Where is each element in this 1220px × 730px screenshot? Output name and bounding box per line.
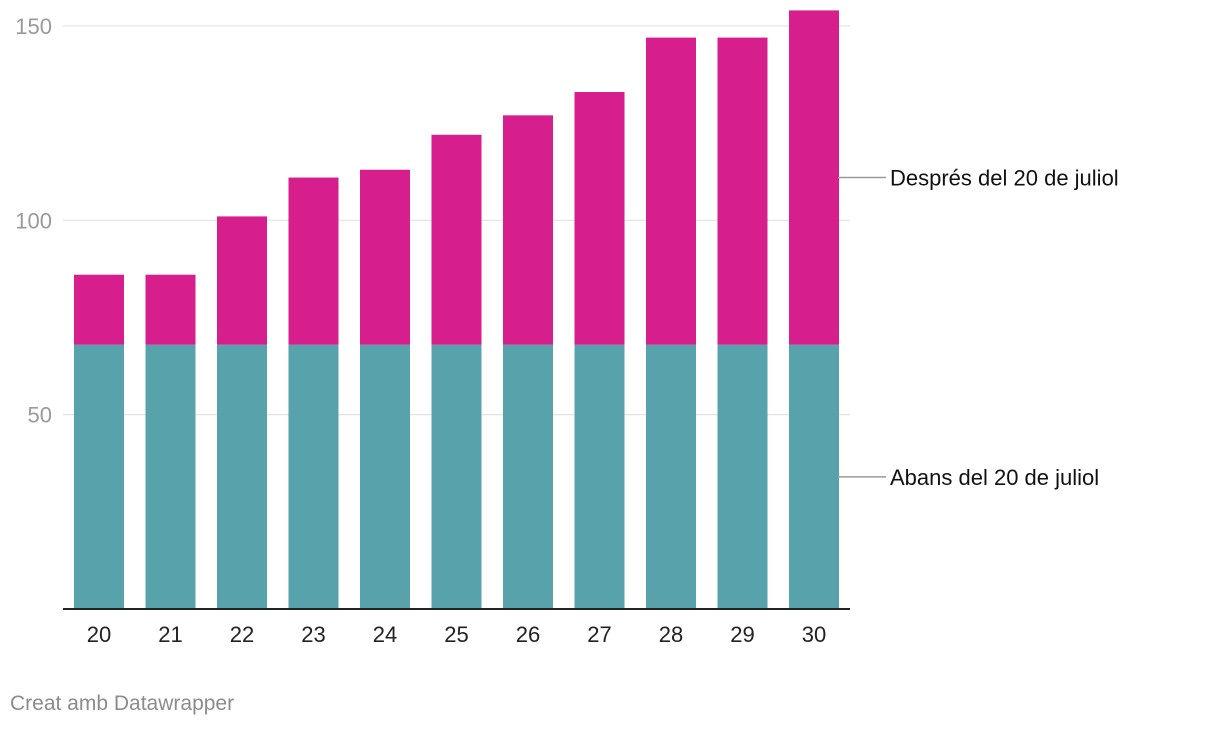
bar-segment-despres-28 [646, 37, 696, 345]
x-tick-label: 29 [730, 622, 754, 647]
y-tick-label: 50 [28, 403, 52, 428]
x-tick-label: 25 [444, 622, 468, 647]
bar-segment-abans-21 [145, 344, 196, 609]
x-tick-label: 24 [373, 622, 397, 647]
x-tick-label: 30 [802, 622, 826, 647]
x-tick-label: 28 [659, 622, 683, 647]
axes: 50 100 150 20 21 22 23 24 25 26 27 28 29 30 [15, 14, 850, 647]
bar-segment-despres-24 [360, 169, 410, 345]
bar-segment-despres-22 [217, 216, 267, 345]
bar-segment-abans-23 [288, 344, 339, 609]
bar-segment-despres-25 [431, 134, 482, 345]
x-tick-label: 21 [158, 622, 182, 647]
y-tick-label: 150 [15, 14, 52, 39]
legend: Abans del 20 de juliol Després del 20 de … [838, 166, 1119, 490]
bar-segment-abans-24 [360, 344, 410, 609]
bar-segment-despres-23 [288, 177, 339, 345]
x-tick-label: 20 [87, 622, 111, 647]
bar-segment-abans-29 [717, 344, 768, 609]
legend-label-despres: Després del 20 de juliol [890, 166, 1119, 191]
bar-segment-abans-22 [217, 344, 267, 609]
x-tick-label: 27 [587, 622, 611, 647]
bar-segment-despres-21 [145, 274, 196, 345]
bars [74, 10, 839, 609]
bar-segment-abans-30 [789, 344, 839, 609]
bar-segment-abans-20 [74, 344, 124, 609]
bar-segment-despres-20 [74, 274, 124, 345]
bar-segment-abans-26 [503, 344, 553, 609]
bar-segment-despres-26 [503, 115, 553, 345]
bar-segment-despres-29 [717, 37, 768, 345]
x-tick-label: 26 [516, 622, 540, 647]
bar-segment-abans-28 [646, 344, 696, 609]
x-tick-label: 22 [230, 622, 254, 647]
bar-segment-abans-27 [574, 344, 625, 609]
bar-segment-despres-30 [789, 10, 839, 345]
x-tick-label: 23 [301, 622, 325, 647]
bar-segment-despres-27 [574, 92, 625, 345]
legend-label-abans: Abans del 20 de juliol [890, 465, 1099, 490]
credit-text: Creat amb Datawrapper [10, 692, 235, 715]
y-tick-label: 100 [15, 208, 52, 233]
stacked-bar-chart: 50 100 150 20 21 22 23 24 25 26 27 28 29 30 Abans del… [15, 10, 1119, 647]
bar-segment-abans-25 [431, 344, 482, 609]
